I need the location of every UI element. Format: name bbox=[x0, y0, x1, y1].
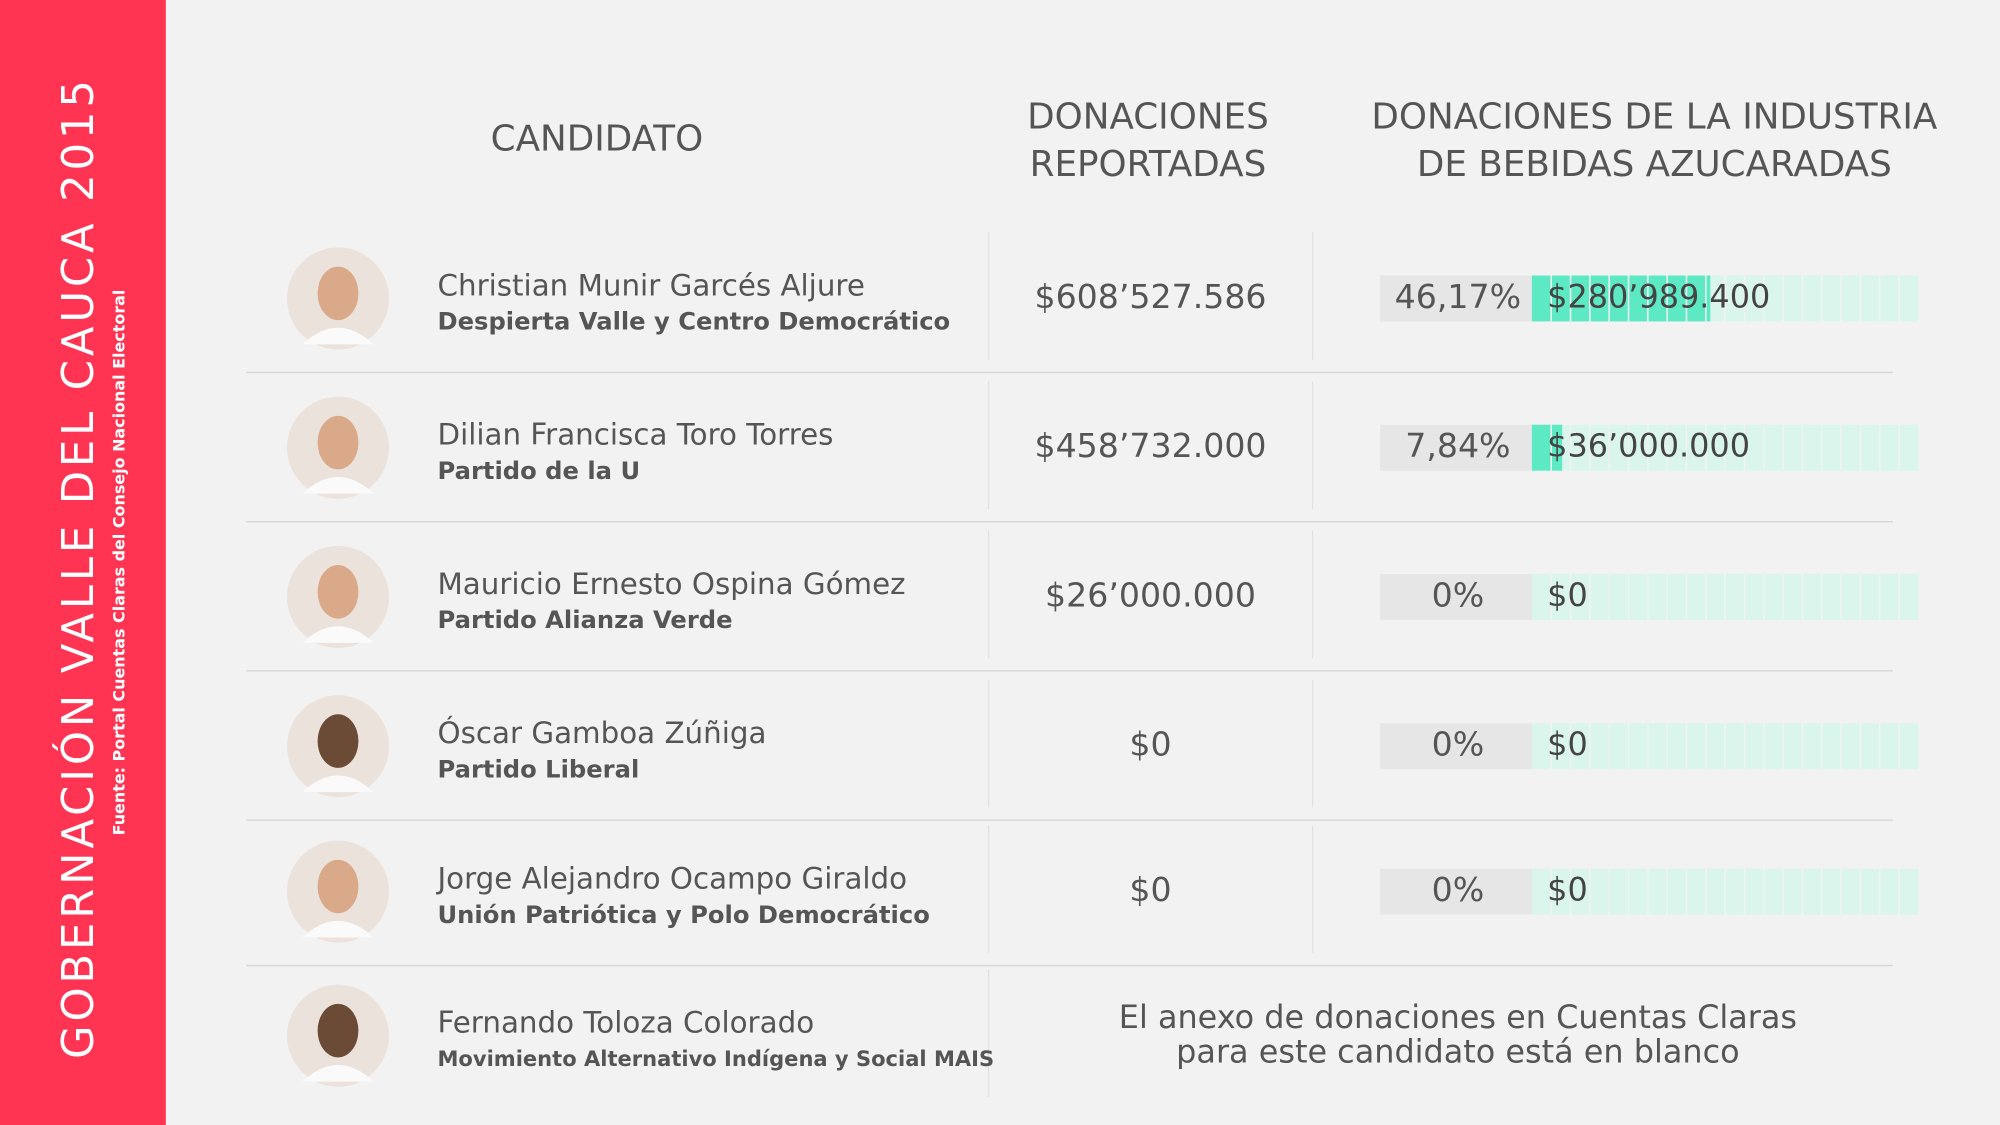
candidate-party: Partido Alianza Verde bbox=[438, 606, 733, 634]
portrait-shirt bbox=[302, 1065, 374, 1082]
sidebar bbox=[0, 0, 166, 1125]
percent-box bbox=[1380, 275, 1532, 322]
portrait-shirt bbox=[302, 775, 374, 793]
candidate-party: Unión Patriótica y Polo Democrático bbox=[438, 901, 930, 929]
portrait-face bbox=[317, 266, 359, 321]
percent-box bbox=[1380, 573, 1532, 620]
portrait-shirt bbox=[302, 327, 374, 345]
candidate-party: Movimiento Alternativo Indígena y Social… bbox=[438, 1046, 995, 1071]
candidate-name: Mauricio Ernesto Ospina Gómez bbox=[438, 567, 906, 601]
industry-percent: 7,84% bbox=[1405, 426, 1510, 465]
industry-percent: 0% bbox=[1432, 725, 1485, 764]
source-note: Fuente: Portal Cuentas Claras del Consej… bbox=[109, 290, 128, 836]
reported-donations: $0 bbox=[1129, 870, 1171, 909]
portrait-face bbox=[317, 565, 359, 619]
sidebar-title: GOBERNACIÓN VALLE DEL CAUCA 2015 bbox=[53, 76, 104, 1059]
candidate-name: Christian Munir Garcés Aljure bbox=[438, 268, 865, 302]
column-header: DONACIONES bbox=[1027, 97, 1269, 138]
blank-note: para este candidato está en blanco bbox=[1176, 1033, 1739, 1071]
portrait-face bbox=[317, 415, 359, 470]
portrait-face bbox=[317, 714, 359, 768]
portrait-shirt bbox=[302, 626, 374, 643]
industry-percent: 0% bbox=[1432, 870, 1485, 909]
candidate-name: Fernando Toloza Colorado bbox=[438, 1006, 815, 1040]
column-header: CANDIDATO bbox=[491, 118, 704, 159]
industry-bar bbox=[1531, 275, 1711, 322]
reported-donations: $26’000.000 bbox=[1045, 575, 1256, 614]
portrait-shirt bbox=[302, 920, 374, 938]
column-header: DONACIONES DE LA INDUSTRIA bbox=[1371, 97, 1937, 138]
candidate-party: Partido de la U bbox=[438, 457, 641, 485]
portrait-face bbox=[317, 859, 359, 914]
reported-donations: $0 bbox=[1129, 725, 1171, 764]
reported-donations: $608’527.586 bbox=[1034, 277, 1266, 316]
candidate-name: Óscar Gamboa Zúñiga bbox=[438, 714, 767, 750]
candidate-party: Partido Liberal bbox=[438, 755, 640, 783]
industry-donations: $280’989.400 bbox=[1547, 277, 1770, 315]
blank-note: El anexo de donaciones en Cuentas Claras bbox=[1119, 998, 1797, 1036]
industry-percent: 46,17% bbox=[1395, 277, 1521, 316]
candidate-name: Jorge Alejandro Ocampo Giraldo bbox=[435, 862, 907, 896]
industry-donations: $0 bbox=[1547, 576, 1588, 614]
industry-percent: 0% bbox=[1432, 575, 1485, 614]
column-header: DE BEBIDAS AZUCARADAS bbox=[1417, 144, 1892, 185]
portrait-face bbox=[317, 1003, 359, 1058]
industry-donations: $0 bbox=[1547, 871, 1588, 909]
percent-box bbox=[1380, 868, 1532, 915]
candidate-party: Despierta Valle y Centro Democrático bbox=[438, 308, 951, 336]
reported-donations: $458’732.000 bbox=[1034, 426, 1266, 465]
industry-donations: $0 bbox=[1547, 725, 1588, 763]
portrait-shirt bbox=[302, 477, 374, 494]
candidate-name: Dilian Francisca Toro Torres bbox=[438, 418, 834, 452]
industry-donations: $36’000.000 bbox=[1547, 427, 1750, 465]
percent-box bbox=[1380, 424, 1532, 471]
industry-bar bbox=[1531, 424, 1563, 471]
percent-box bbox=[1380, 723, 1532, 770]
column-header: REPORTADAS bbox=[1030, 144, 1267, 185]
